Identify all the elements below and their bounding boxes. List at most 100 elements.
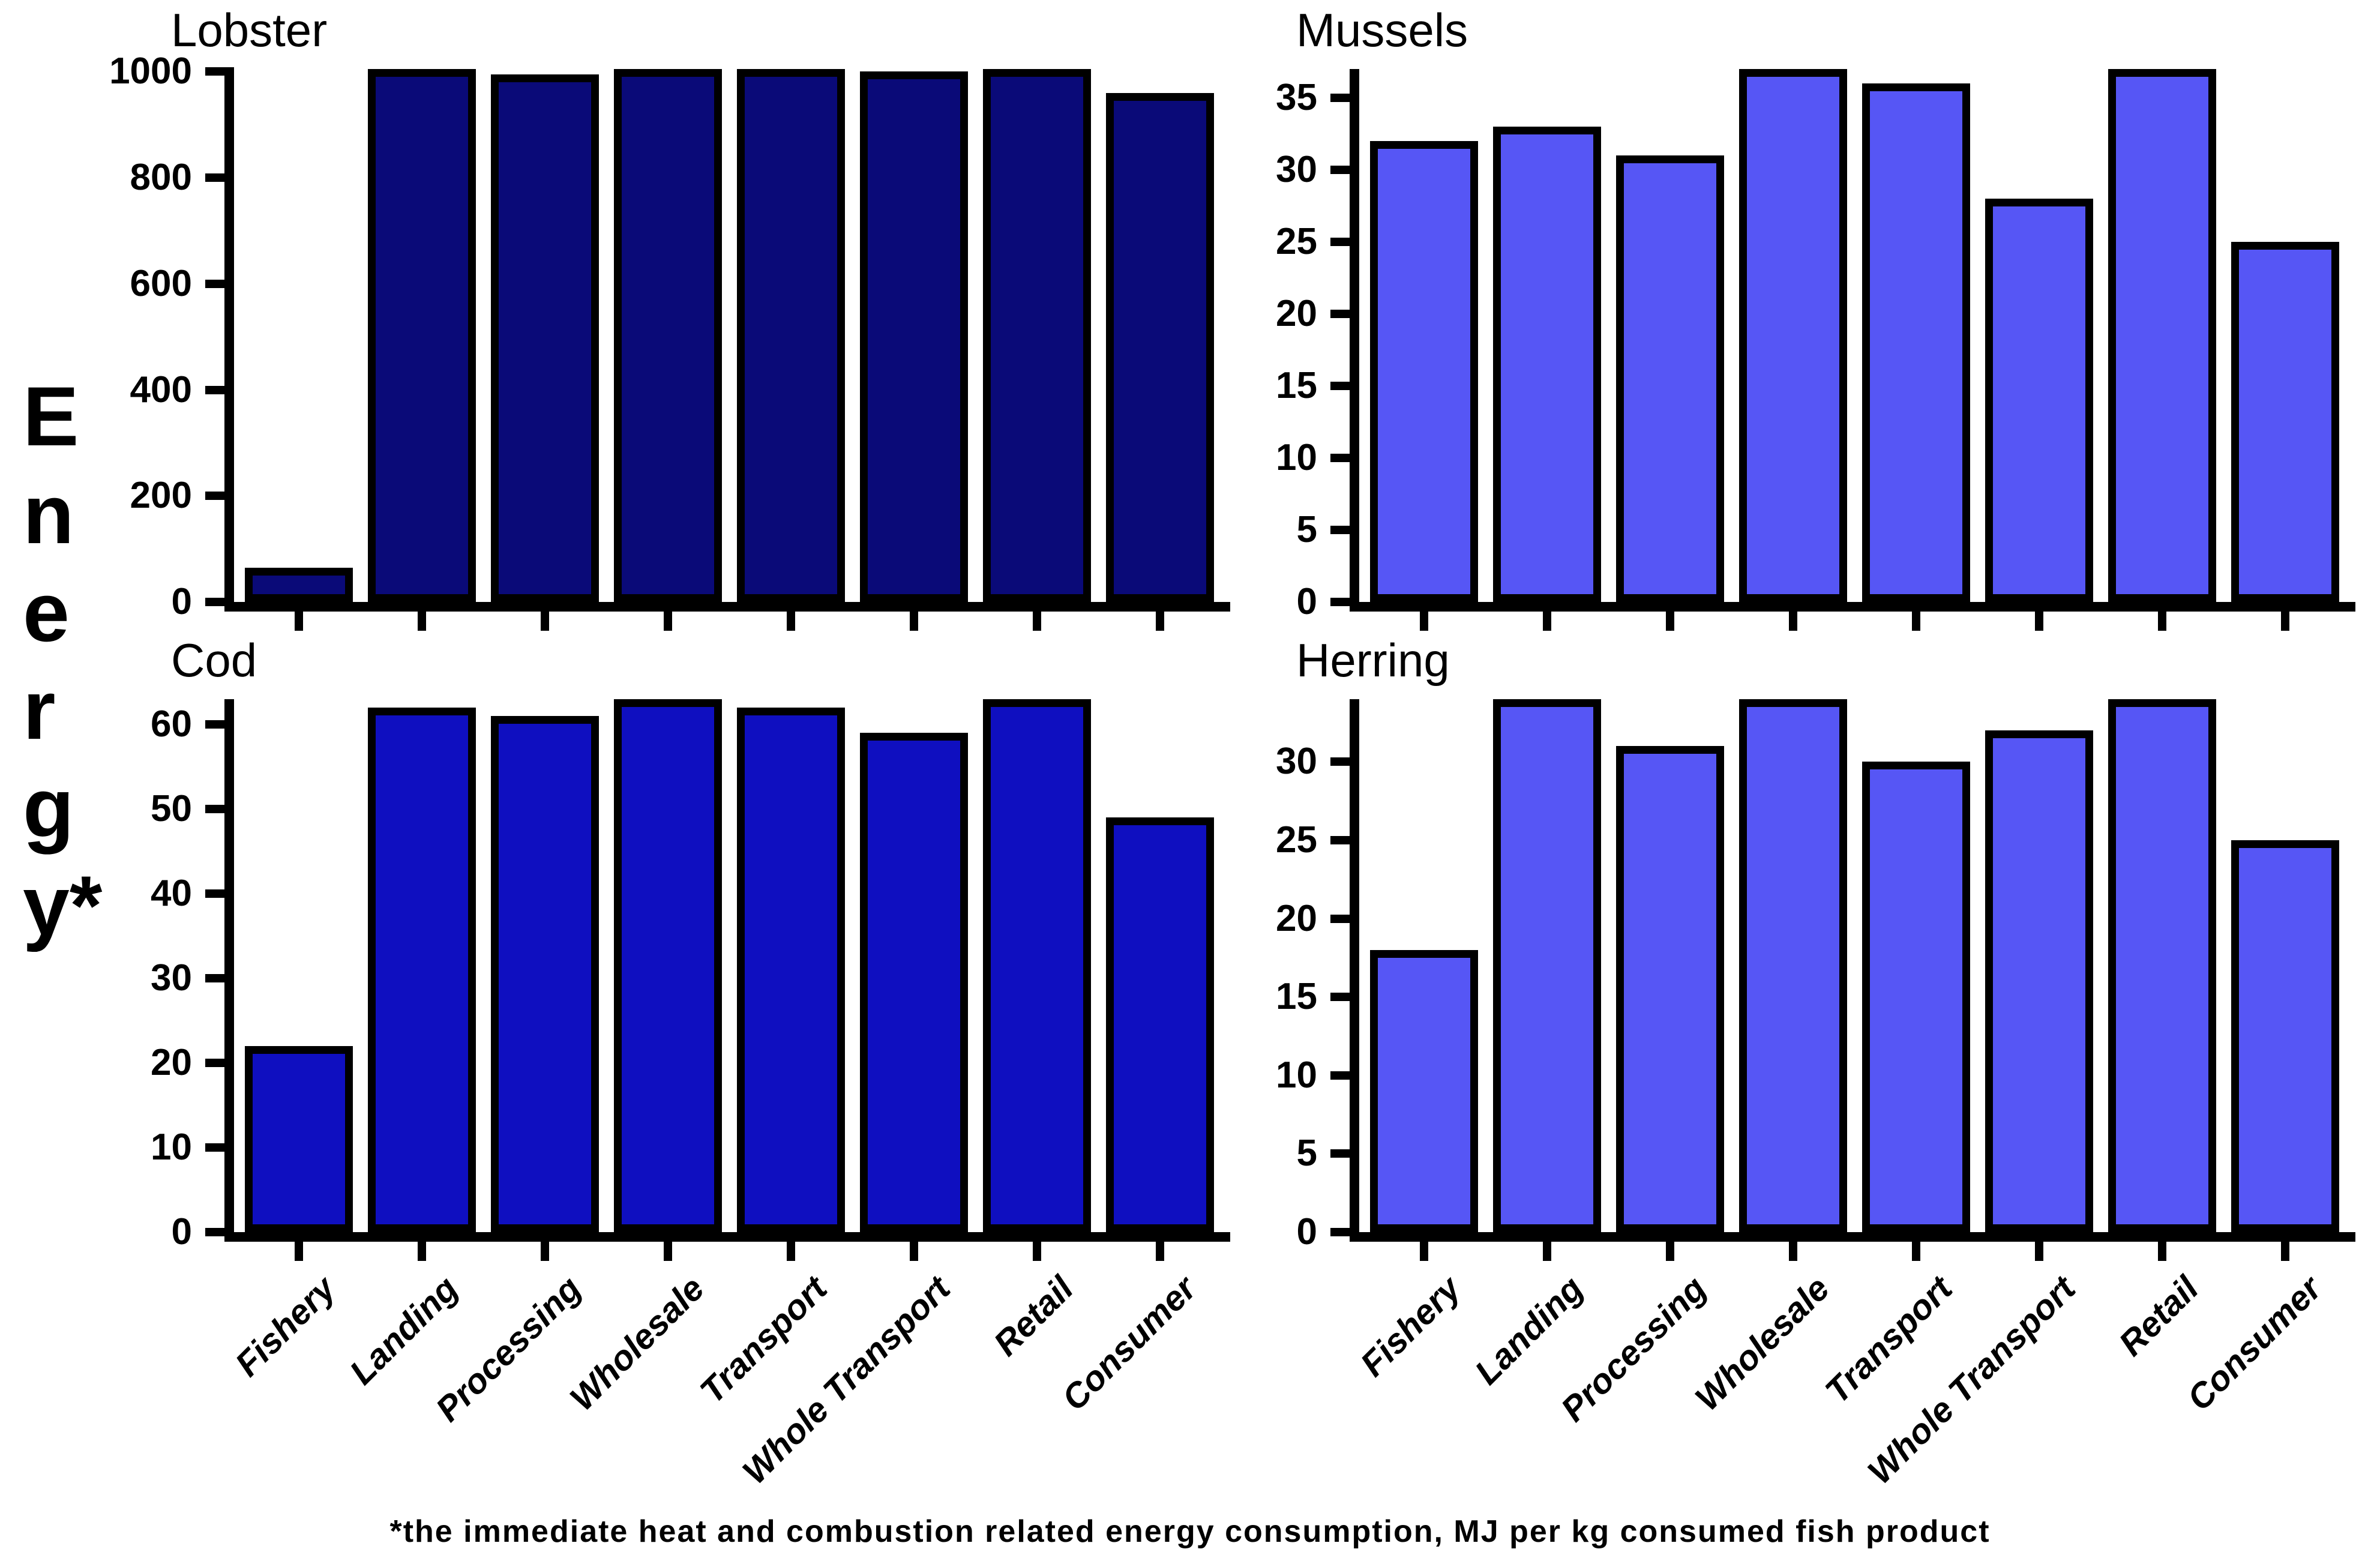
y-tick-label: 10 [1276,1054,1317,1096]
bar-consumer [2231,242,2339,602]
x-category-label: Retail [986,1269,1081,1364]
x-tick [1033,612,1041,631]
bar-whole-transport [1985,730,2093,1232]
y-tick-label: 400 [130,369,192,411]
y-tick-label: 30 [1276,741,1317,782]
x-tick [1912,612,1920,631]
y-tick-label: 60 [151,703,192,745]
y-axis-label-letter: y* [23,858,103,952]
y-tick-label: 15 [1276,365,1317,406]
x-tick [2035,612,2043,631]
y-tick [1330,166,1359,174]
y-tick-label: 35 [1276,77,1317,118]
bar-fishery [1370,141,1478,602]
y-tick [205,805,234,813]
y-tick-label: 0 [171,581,192,622]
y-tick [205,67,234,76]
chart-title-herring: Herring [1296,634,1450,687]
x-tick [1912,1242,1920,1261]
y-tick-label: 20 [151,1042,192,1083]
x-category-label: Fishery [1353,1269,1468,1385]
chart-title-mussels: Mussels [1296,4,1468,56]
x-tick [664,1242,672,1261]
bar-wholesale [614,69,722,602]
y-tick [1330,836,1359,844]
x-category-label: Consumer [2180,1269,2330,1418]
y-tick-label: 0 [1296,1211,1317,1253]
bar-fishery [245,1046,353,1232]
bar-landing [368,708,476,1232]
bar-landing [1493,127,1601,602]
bar-landing [368,69,476,602]
x-axis-line [1350,602,2355,612]
x-axis-line [224,602,1230,612]
y-axis-line [224,69,234,612]
bar-landing [1493,699,1601,1232]
y-tick [1330,310,1359,318]
x-tick [787,1242,795,1261]
x-tick [1789,612,1797,631]
bar-processing [1616,155,1724,602]
x-tick [2158,1242,2166,1261]
bar-transport [1862,83,1970,602]
footnote: *the immediate heat and combustion relat… [389,1514,1991,1549]
x-tick [1666,612,1674,631]
bar-wholesale [614,699,722,1232]
chart-title-lobster: Lobster [171,4,328,56]
y-tick [1330,1228,1359,1236]
x-tick [1666,1242,1674,1261]
x-tick [295,1242,303,1261]
y-tick-label: 200 [130,475,192,516]
x-category-label: Whole Transport [1860,1269,2084,1492]
x-tick [910,612,918,631]
y-tick-label: 0 [171,1211,192,1253]
x-category-label: Consumer [1054,1269,1204,1418]
y-axis-line [1350,69,1359,612]
x-category-label: Landing [342,1269,466,1392]
y-tick [1330,382,1359,390]
x-tick [1420,612,1428,631]
x-tick [1543,612,1551,631]
y-axis-label-letter: g [23,760,74,855]
x-axis-line [224,1232,1230,1242]
y-axis-label-letter: e [23,565,70,659]
y-tick [205,280,234,288]
y-tick-label: 50 [151,788,192,829]
x-tick [541,612,549,631]
bar-consumer [2231,840,2339,1232]
x-tick [2281,1242,2289,1261]
bar-retail [983,69,1091,602]
y-tick [1330,598,1359,606]
y-tick [205,1143,234,1152]
y-tick-label: 30 [151,957,192,999]
x-tick [295,612,303,631]
y-tick [1330,1149,1359,1158]
x-tick [541,1242,549,1261]
y-tick-label: 5 [1296,1132,1317,1174]
x-category-label: Wholesale [562,1269,712,1418]
x-tick [1420,1242,1428,1261]
y-tick-label: 5 [1296,509,1317,550]
y-tick [1330,526,1359,534]
x-tick [1156,1242,1164,1261]
y-tick [205,492,234,500]
x-tick [1543,1242,1551,1261]
bar-retail [2108,699,2216,1232]
y-tick [1330,94,1359,102]
y-tick-label: 30 [1276,149,1317,190]
y-tick [1330,915,1359,923]
y-tick [1330,993,1359,1001]
bar-whole-transport [860,71,968,602]
bar-whole-transport [1985,199,2093,602]
y-tick-label: 40 [151,873,192,914]
y-tick [1330,238,1359,246]
bar-fishery [1370,950,1478,1232]
x-category-label: Wholesale [1687,1269,1838,1418]
x-tick [664,612,672,631]
bar-transport [1862,762,1970,1232]
y-tick-label: 1000 [109,50,192,92]
x-tick [418,612,426,631]
x-category-label: Fishery [227,1269,343,1385]
x-category-label: Retail [2111,1269,2207,1364]
